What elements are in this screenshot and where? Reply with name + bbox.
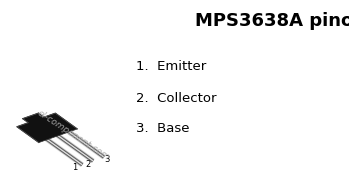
Polygon shape bbox=[17, 113, 77, 143]
Text: 3: 3 bbox=[104, 155, 110, 164]
Text: 1.  Emitter: 1. Emitter bbox=[136, 60, 206, 73]
Text: 3.  Base: 3. Base bbox=[136, 122, 190, 135]
Text: MPS3638A pinout: MPS3638A pinout bbox=[195, 12, 349, 30]
Text: el-component.com: el-component.com bbox=[36, 109, 111, 162]
Text: 2: 2 bbox=[86, 160, 91, 169]
Text: 2.  Collector: 2. Collector bbox=[136, 92, 217, 105]
Text: 1: 1 bbox=[72, 164, 77, 172]
